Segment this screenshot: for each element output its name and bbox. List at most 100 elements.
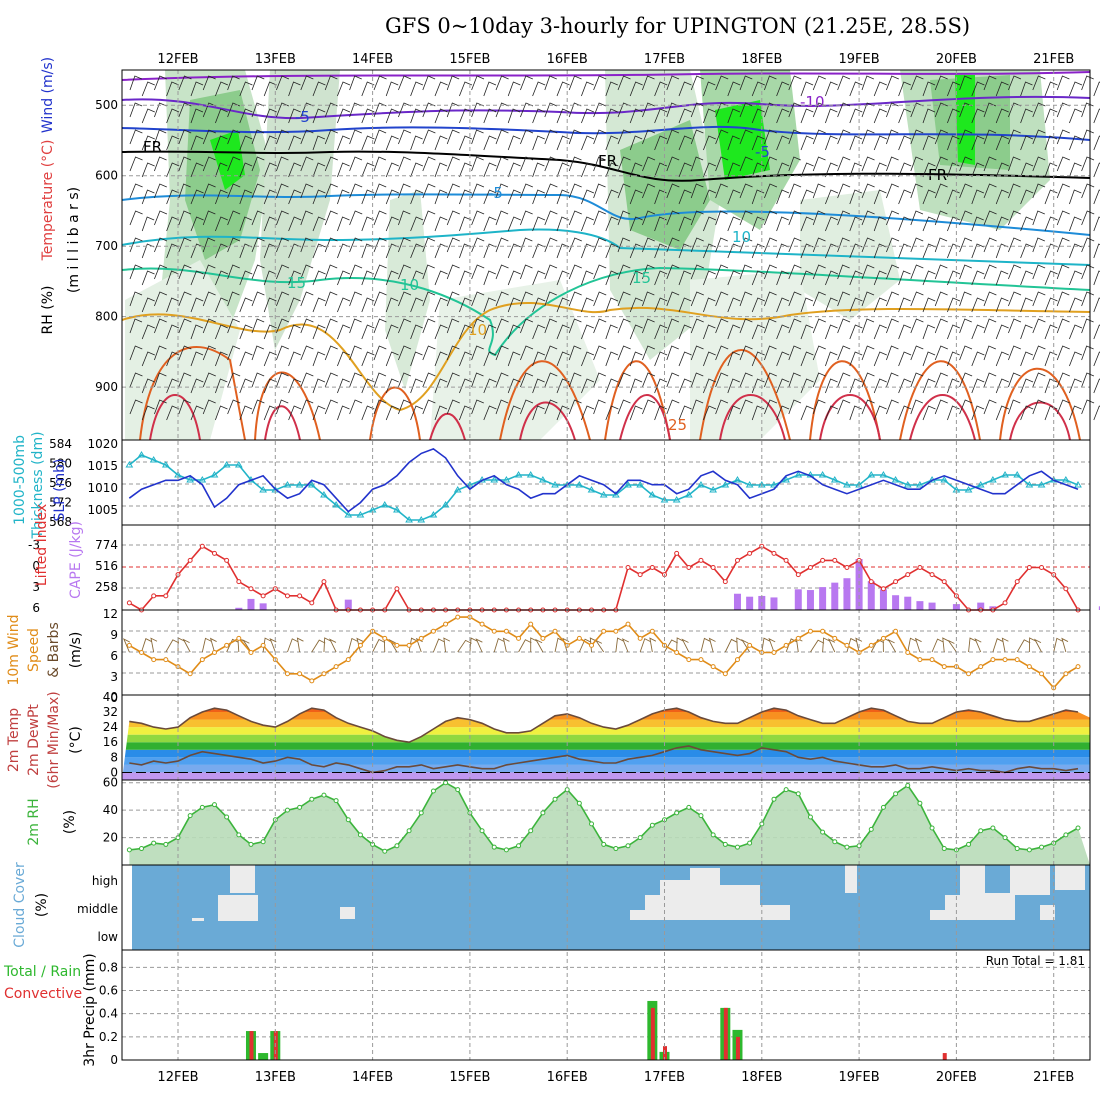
wind-barb (581, 135, 595, 151)
wind-barb (837, 156, 851, 172)
surface-wind-barb (287, 638, 299, 653)
cloud-cell (230, 865, 255, 893)
rh-line-point (211, 802, 217, 808)
li-tick--3: -3 (28, 538, 40, 552)
axis-labels: RH (%) Temperature (°C) Wind (m/s) (m i l l… (3, 57, 98, 1067)
wind-barb (471, 399, 484, 415)
wind-barb (666, 237, 680, 253)
wind-barb (1056, 183, 1070, 199)
wind-barb (288, 405, 302, 421)
wind-barb (263, 378, 277, 394)
cloud-level-middle: middle (77, 902, 118, 916)
wind-speed-line-point (710, 664, 716, 670)
wind-speed-line-point (941, 664, 947, 670)
wind-barb (837, 372, 851, 388)
wind-barb (1056, 129, 1070, 145)
wind-barb (605, 297, 619, 313)
wind-barb (154, 183, 167, 199)
wind-barb (300, 399, 314, 415)
wind-barb (251, 156, 265, 172)
wind-barb (788, 75, 802, 91)
wind-barb (837, 318, 851, 334)
wind-barb (629, 189, 643, 205)
wind-barb (629, 405, 643, 421)
wind-barb (178, 156, 192, 172)
wind-barb (605, 405, 619, 421)
cape-bar (344, 599, 352, 610)
wind-barb (788, 372, 801, 388)
wind-barb (947, 324, 960, 340)
wind-barb (300, 129, 314, 145)
wind-barb (898, 108, 912, 124)
wind-speed-line-point (297, 671, 303, 677)
wind-barb (886, 399, 899, 415)
wind-barb (1008, 183, 1021, 199)
wind-barb (373, 183, 387, 199)
wind-barb (922, 378, 936, 394)
wind-barb (764, 264, 777, 280)
rh-line-point (430, 788, 436, 794)
wind-barb (251, 210, 265, 226)
wind-speed-line-point (224, 642, 230, 648)
rh2m-unit: (%) (62, 810, 78, 834)
wind-barb (934, 399, 948, 415)
surface-wind-barb (914, 637, 922, 653)
wind-barb (581, 162, 595, 178)
wind-barb (690, 345, 704, 361)
wind-barb (1093, 378, 1100, 394)
wind-barb (129, 237, 143, 253)
li-tick-0: 0 (32, 559, 40, 573)
wind-barb (349, 129, 362, 145)
wind-barb (861, 156, 875, 172)
wind-tick-6: 6 (110, 649, 118, 663)
contour-label: 10 (468, 321, 487, 339)
bottom-date-18FEB: 18FEB (741, 1070, 782, 1085)
precip-convective-bar (723, 1007, 728, 1060)
wind-barb (251, 291, 265, 307)
wind-barb (886, 75, 899, 91)
surface-wind-barb (122, 638, 131, 653)
wind-barb (129, 129, 143, 145)
wind-barb (910, 291, 924, 307)
wind-barb (849, 297, 863, 313)
wind-barb (1081, 183, 1095, 199)
wind-barb (825, 81, 838, 97)
thickness-line-point (830, 476, 839, 483)
wind-barb (141, 405, 155, 421)
wind-barb (642, 102, 655, 118)
wind-barb (398, 345, 412, 361)
wind-barb (1056, 318, 1070, 334)
precip-tick-0: 0 (110, 1053, 118, 1067)
wind-barb (581, 270, 594, 286)
wind-speed-line-point (357, 642, 363, 648)
wind-speed-line-point (211, 650, 217, 655)
wind-barb (398, 318, 412, 334)
wind-barb (959, 129, 973, 145)
wind-barb (495, 102, 509, 118)
wind-barb (276, 291, 290, 307)
wind10-label-2: Speed (26, 628, 42, 672)
wind10-label-3: & Barbs (46, 622, 62, 678)
wind-barb (434, 351, 448, 367)
wind-barb (825, 270, 839, 286)
wind-barb (593, 210, 606, 226)
top-date-18FEB: 18FEB (741, 52, 782, 67)
wind-barb (166, 81, 179, 97)
below-zero-band (122, 772, 1090, 780)
wind-barb (849, 351, 863, 367)
wind-barb (556, 297, 570, 313)
wind-barb (495, 318, 509, 334)
wind-barb (227, 156, 241, 172)
wind-barb (483, 351, 497, 367)
wind-barb (202, 156, 216, 172)
wind-barb (276, 129, 289, 145)
wind-barb (483, 378, 497, 394)
wind-barb (1032, 372, 1046, 388)
thickness-line-point (222, 461, 231, 468)
wind-barb (1020, 216, 1034, 232)
surface-wind-barb (810, 639, 825, 653)
wind-tick-3: 3 (110, 670, 118, 684)
wind-barb (544, 237, 558, 253)
rh-line-point (941, 846, 947, 852)
